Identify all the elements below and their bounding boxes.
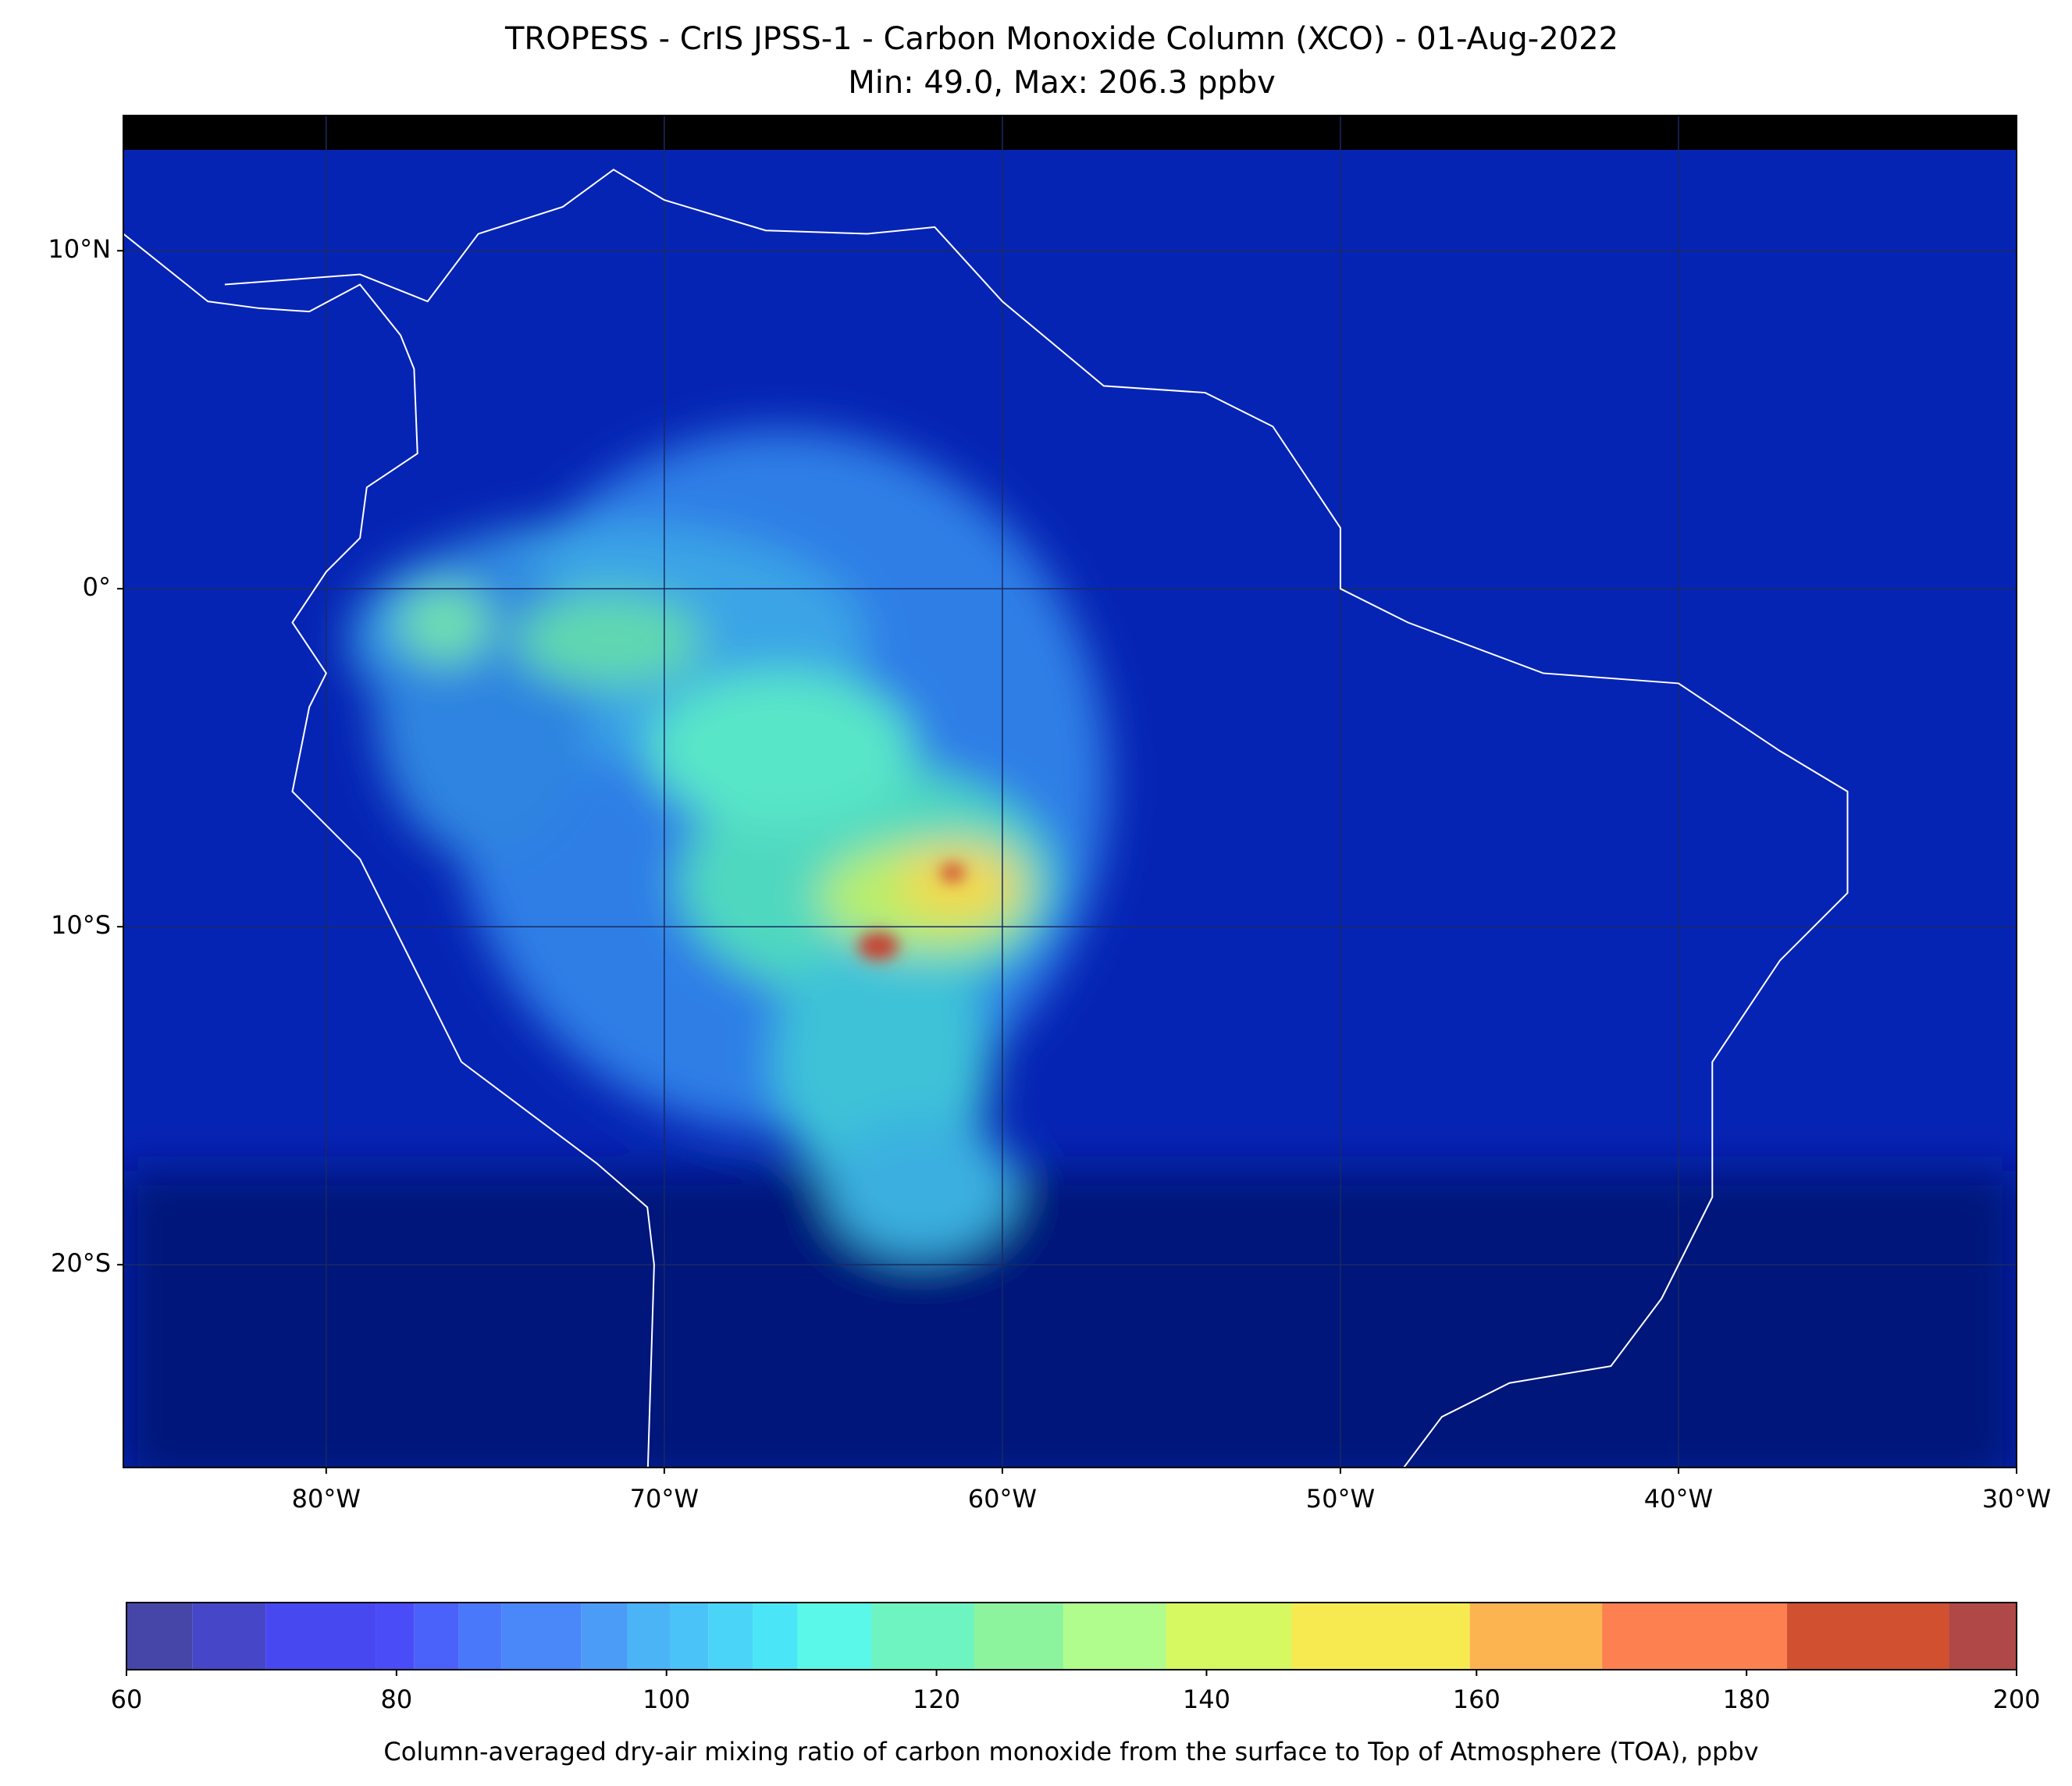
hotspot xyxy=(940,863,965,882)
colorbar-segment xyxy=(627,1603,671,1670)
coastline xyxy=(224,169,1849,1468)
colorbar-segment xyxy=(1949,1603,2017,1670)
colorbar-tick-label: 80 xyxy=(380,1685,412,1714)
colorbar-tick-label: 120 xyxy=(913,1685,960,1714)
colorbar-segment xyxy=(1291,1603,1470,1670)
x-tick-label: 70°W xyxy=(630,1484,699,1514)
colorbar-segment xyxy=(126,1603,193,1670)
colorbar-segment xyxy=(753,1603,798,1670)
map-area xyxy=(123,116,2017,1468)
x-tick-label: 40°W xyxy=(1644,1484,1713,1514)
colorbar-segment xyxy=(1166,1603,1292,1670)
colorbar-frame xyxy=(126,1602,2017,1670)
colorbar-segment xyxy=(708,1603,753,1670)
colorbar-segment xyxy=(414,1603,459,1670)
colorbar-segment xyxy=(797,1603,872,1670)
colorbar-segment xyxy=(670,1603,709,1670)
colorbar-segment xyxy=(871,1603,974,1670)
colorbar-segment xyxy=(1602,1603,1788,1670)
colorbar-segment xyxy=(974,1603,1064,1670)
colorbar-label: Column-averaged dry-air mixing ratio of … xyxy=(383,1737,1758,1766)
colorbar-segment xyxy=(581,1603,628,1670)
colorbar-tick-label: 60 xyxy=(111,1685,143,1714)
map-frame xyxy=(123,115,2017,1468)
chart-subtitle: Min: 49.0, Max: 206.3 ppbv xyxy=(848,65,1276,101)
chart-title: TROPESS - CrIS JPSS-1 - Carbon Monoxide … xyxy=(504,21,1618,57)
colorbar-tick-label: 100 xyxy=(643,1685,690,1714)
no-data-band xyxy=(123,116,2017,150)
colorbar-segment xyxy=(376,1603,415,1670)
hotspot xyxy=(858,932,899,960)
colorbar-tick-label: 140 xyxy=(1183,1685,1230,1714)
colorbar-segment xyxy=(1469,1603,1603,1670)
coastline xyxy=(123,233,655,1468)
x-tick-label: 50°W xyxy=(1306,1484,1375,1514)
y-tick-label: 10°N xyxy=(48,234,111,264)
colorbar-segment xyxy=(501,1603,582,1670)
colorbar-segment xyxy=(1787,1603,1949,1670)
x-tick-label: 60°W xyxy=(968,1484,1037,1514)
colorbar-segment xyxy=(1063,1603,1166,1670)
x-tick-label: 30°W xyxy=(1982,1484,2051,1514)
y-tick-label: 10°S xyxy=(51,910,111,940)
x-tick-label: 80°W xyxy=(292,1484,361,1514)
colorbar-segment xyxy=(192,1603,266,1670)
colorbar-tick-label: 200 xyxy=(1992,1685,2040,1714)
colorbar-segment xyxy=(265,1603,376,1670)
colorbar-tick-label: 180 xyxy=(1723,1685,1771,1714)
y-tick-label: 0° xyxy=(83,572,111,602)
y-tick-label: 20°S xyxy=(51,1248,111,1278)
colorbar-tick-label: 160 xyxy=(1453,1685,1501,1714)
colorbar-segment xyxy=(458,1603,502,1670)
